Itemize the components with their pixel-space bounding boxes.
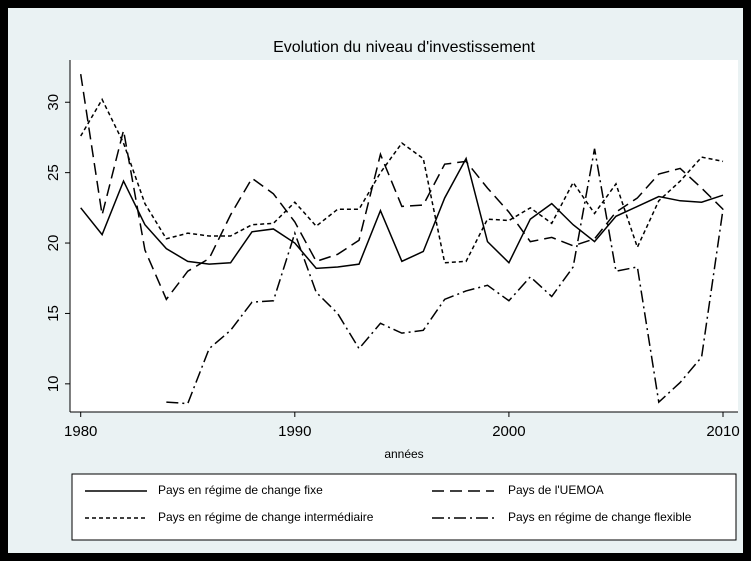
- y-tick-label: 25: [45, 164, 62, 181]
- legend-label: Pays en régime de change flexible: [508, 510, 692, 524]
- x-tick-label: 1990: [278, 423, 311, 440]
- series-line: [80, 156, 724, 270]
- legend: [71, 473, 737, 541]
- series-line: [166, 148, 724, 405]
- legend-label: Pays de l'UEMOA: [508, 483, 604, 497]
- x-tick-label: 2000: [492, 423, 525, 440]
- plot-area: [70, 60, 738, 412]
- series-line: [79, 73, 724, 301]
- y-tick-label: 15: [45, 305, 62, 322]
- x-tick-label: 1980: [64, 423, 97, 440]
- x-tick-label: 2010: [706, 423, 739, 440]
- y-tick-label: 10: [45, 375, 62, 392]
- series-line: [80, 97, 724, 264]
- chart-title: Evolution du niveau d'investissement: [273, 39, 535, 56]
- legend-label: Pays en régime de change intermédiaire: [158, 510, 374, 524]
- x-axis-label: années: [384, 447, 423, 461]
- y-tick-label: 30: [45, 94, 62, 111]
- y-tick-label: 20: [45, 235, 62, 252]
- legend-label: Pays en régime de change fixe: [158, 483, 323, 497]
